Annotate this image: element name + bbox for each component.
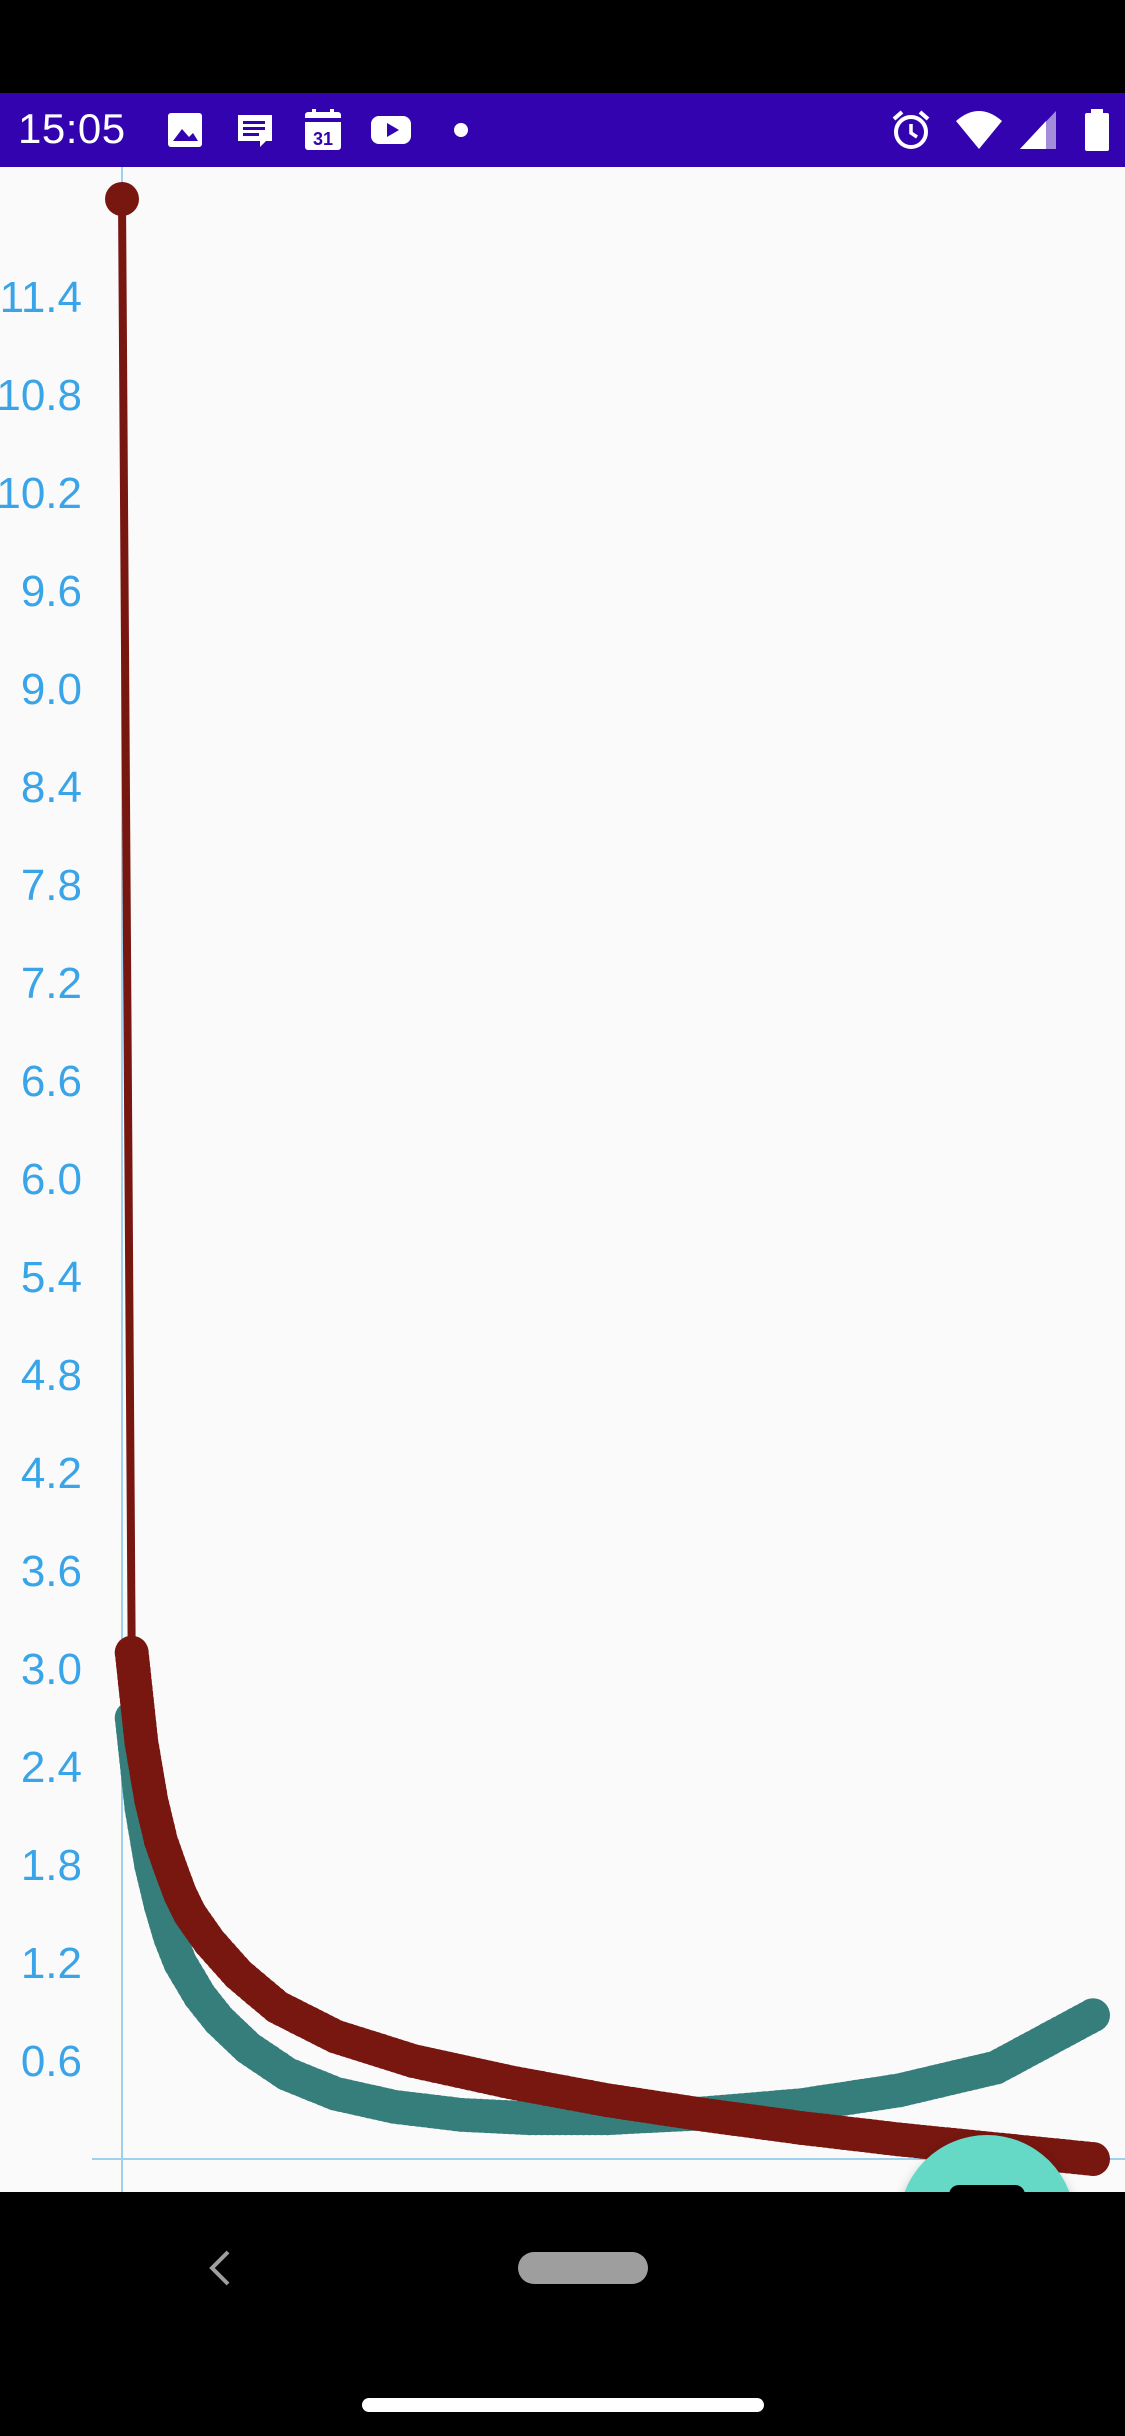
wifi-icon xyxy=(956,111,1002,149)
dot-icon xyxy=(454,123,468,137)
y-tick-label: 4.2 xyxy=(21,1449,82,1498)
y-tick-label: 11.4 xyxy=(0,273,82,322)
line-chart: 0.6 1.2 1.8 2.4 3.0 3.6 4.2 4.8 5.4 6.0 6.6 7.2 7.8 8… xyxy=(0,167,1125,2192)
y-tick-label: 5.4 xyxy=(21,1253,82,1302)
status-bar: 15:05 31 xyxy=(0,93,1125,167)
gesture-handle[interactable] xyxy=(362,2398,764,2412)
y-tick-label: 10.2 xyxy=(0,469,82,518)
baby-icon xyxy=(949,2185,1025,2192)
home-pill-button[interactable] xyxy=(518,2252,648,2284)
signal-icon xyxy=(1020,111,1056,149)
y-tick-label: 8.4 xyxy=(21,763,82,812)
chart-area: 0.6 1.2 1.8 2.4 3.0 3.6 4.2 4.8 5.4 6.0 6.6 7.2 7.8 8… xyxy=(0,167,1125,2192)
data-point xyxy=(1076,1998,1110,2033)
y-tick-label: 7.8 xyxy=(21,861,82,910)
y-tick-label: 3.6 xyxy=(21,1547,82,1596)
navigation-bar xyxy=(0,2192,1125,2436)
data-point xyxy=(105,182,139,216)
y-tick-label: 7.2 xyxy=(21,959,82,1008)
y-tick-label: 0.6 xyxy=(21,2037,82,2086)
y-tick-label: 2.4 xyxy=(21,1743,82,1792)
y-tick-label: 6.0 xyxy=(21,1155,82,1204)
y-tick-label: 3.0 xyxy=(21,1645,82,1694)
series-line xyxy=(118,195,1097,2163)
data-point xyxy=(1076,2142,1110,2176)
calendar-icon: 31 xyxy=(305,109,341,150)
y-tick-label: 4.8 xyxy=(21,1351,82,1400)
alarm-icon xyxy=(892,110,930,149)
status-time: 15:05 xyxy=(18,105,126,152)
series-2 xyxy=(105,182,1110,2176)
y-tick-label: 6.6 xyxy=(21,1057,82,1106)
series-1 xyxy=(114,1701,1110,2136)
y-tick-label: 10.8 xyxy=(0,371,82,420)
calendar-day-label: 31 xyxy=(313,129,333,149)
y-tick-label: 9.6 xyxy=(21,567,82,616)
message-icon xyxy=(238,115,272,147)
back-chevron-icon[interactable] xyxy=(200,2244,240,2292)
battery-icon xyxy=(1085,109,1109,151)
y-tick-label: 9.0 xyxy=(21,665,82,714)
youtube-icon xyxy=(371,116,411,144)
image-icon xyxy=(168,113,202,147)
y-tick-label: 1.2 xyxy=(21,1939,82,1988)
y-tick-label: 1.8 xyxy=(21,1841,82,1890)
